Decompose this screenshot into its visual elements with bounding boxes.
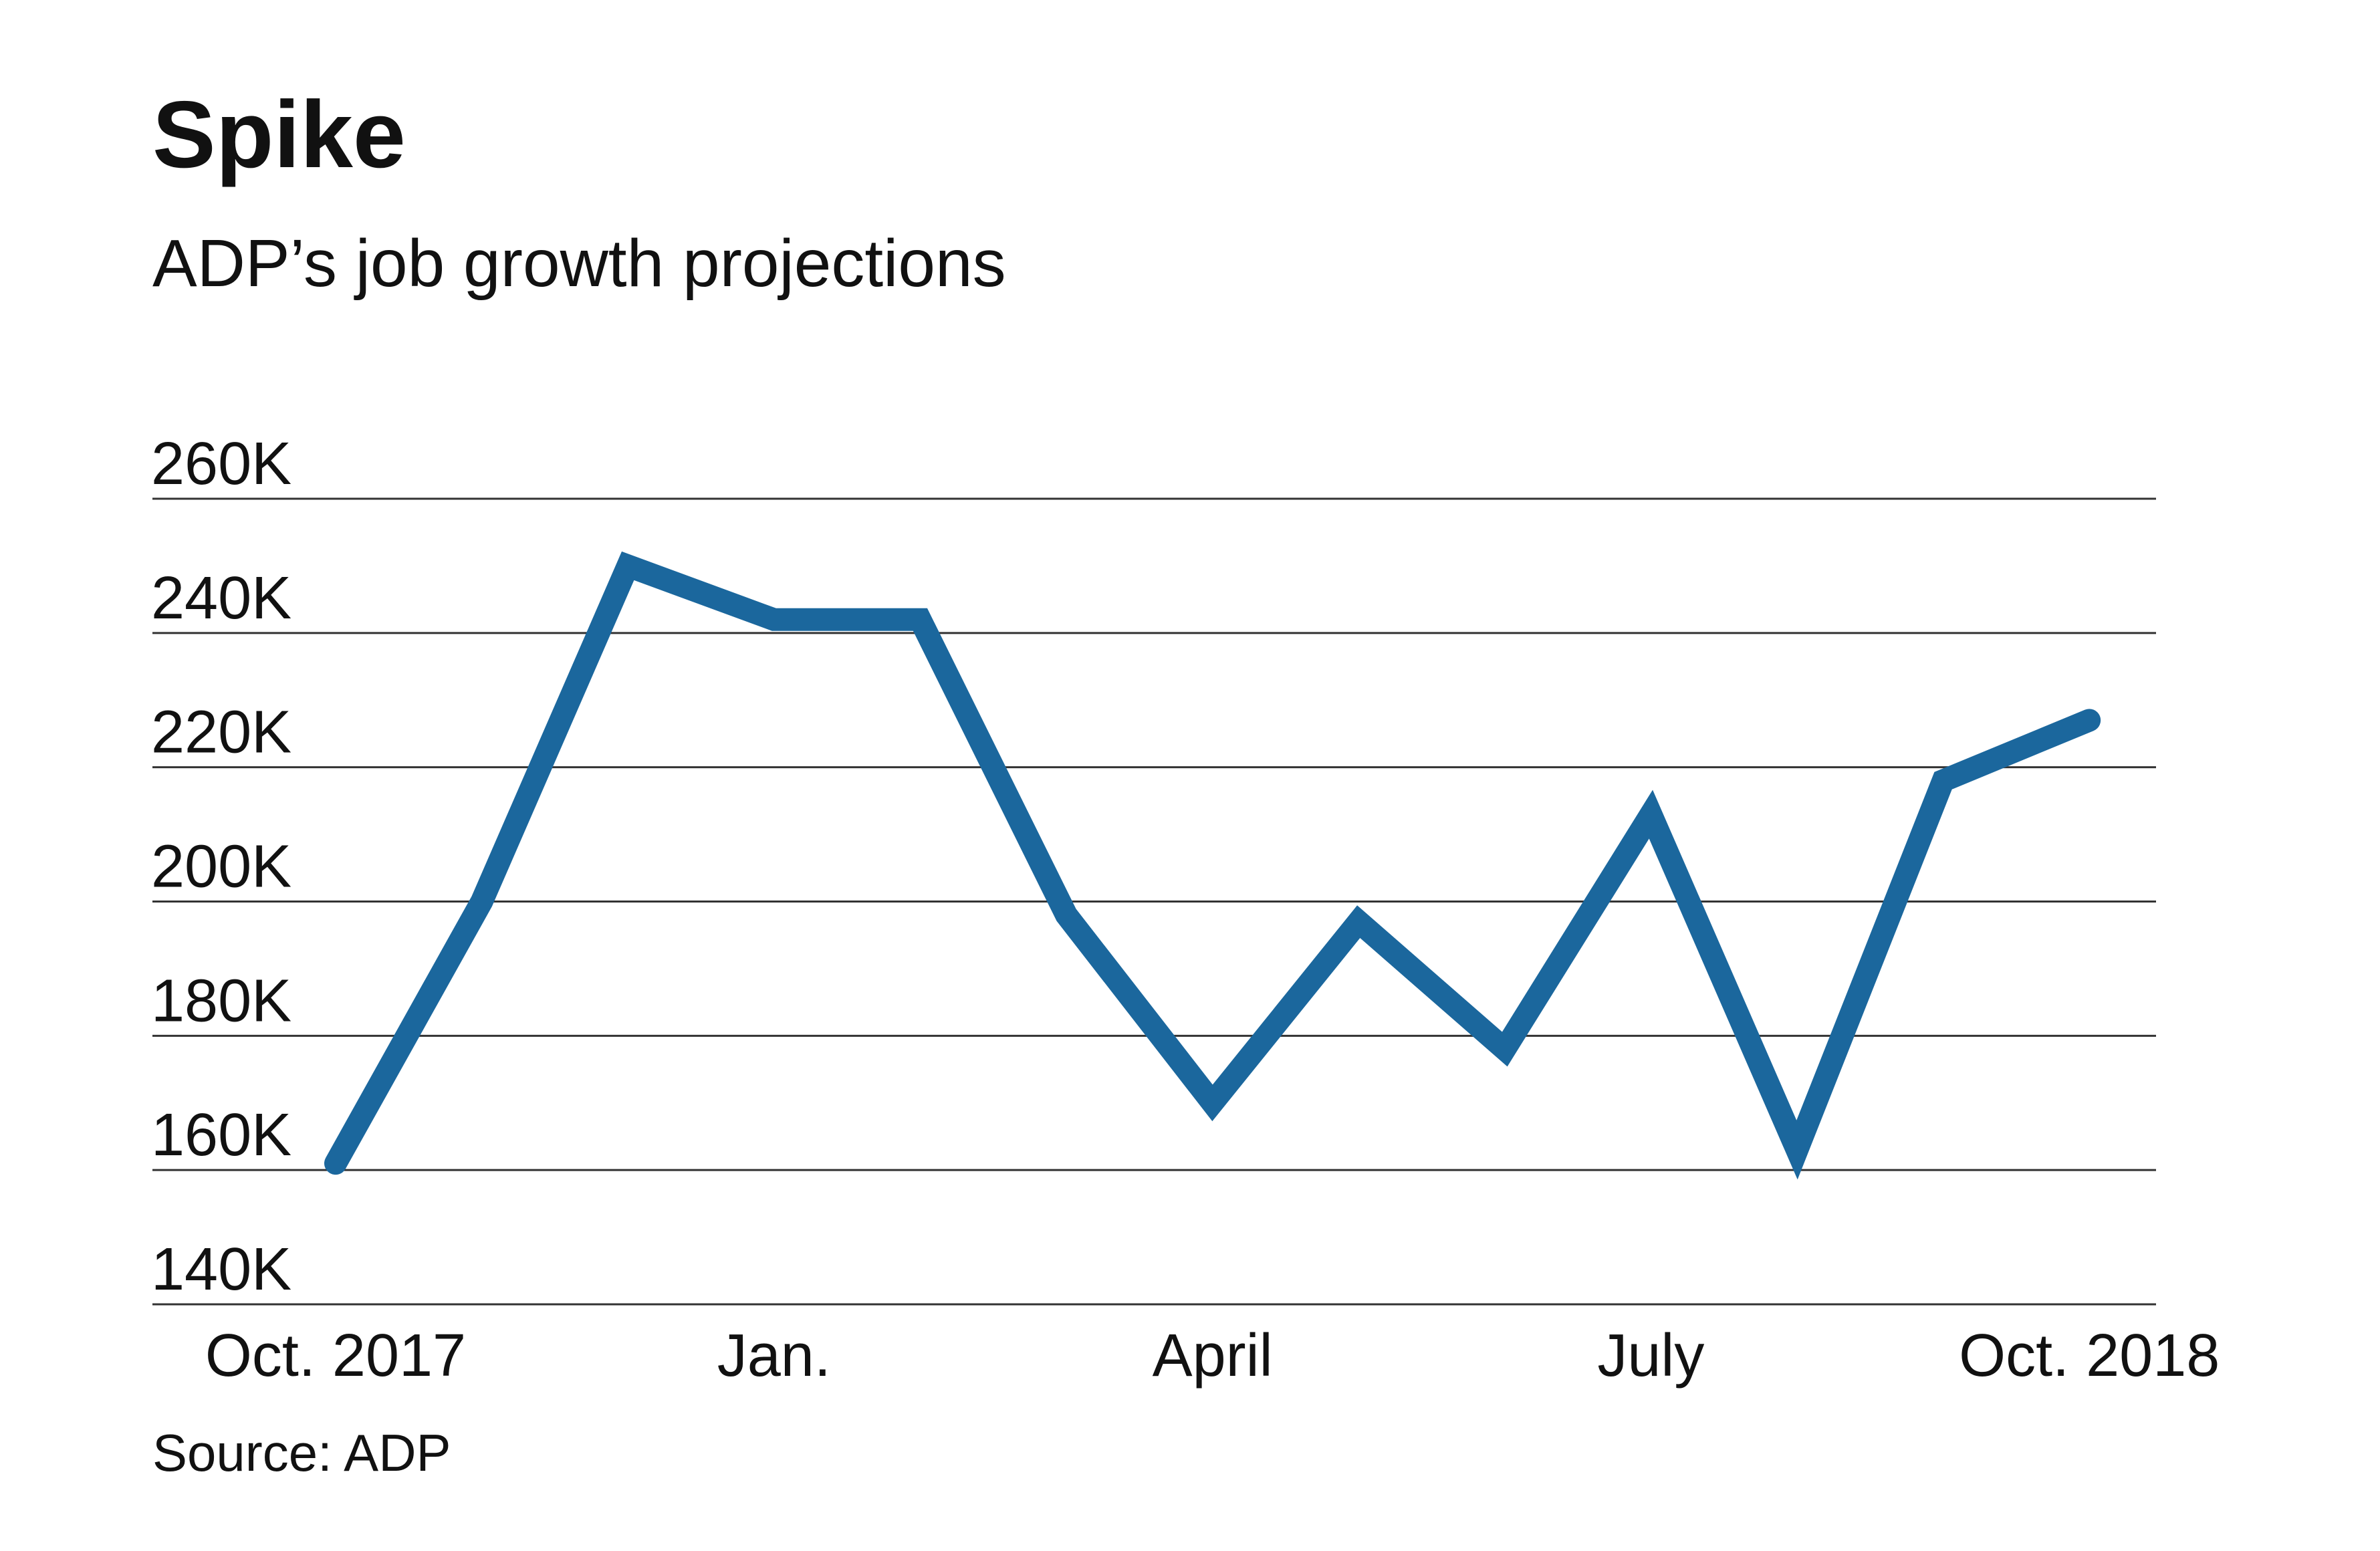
data-point <box>1796 1149 1798 1151</box>
x-tick-label: April <box>1153 1322 1273 1389</box>
data-point <box>1650 814 1651 815</box>
chart-title: Spike <box>152 82 406 188</box>
series-line <box>324 551 2101 1180</box>
data-point <box>1358 921 1359 923</box>
data-point <box>1212 1102 1213 1104</box>
data-point <box>2089 719 2090 721</box>
y-tick-label: 180K <box>151 967 291 1034</box>
data-point <box>1504 1048 1506 1050</box>
y-tick-label: 260K <box>151 431 291 497</box>
y-tick-label: 220K <box>151 699 291 766</box>
data-point <box>335 1163 336 1164</box>
data-point <box>774 619 775 620</box>
x-tick-label: Jan. <box>717 1322 831 1389</box>
y-tick-label: 200K <box>151 834 291 901</box>
y-tick-label: 240K <box>151 565 291 632</box>
x-tick-label: Oct. 2017 <box>205 1322 466 1389</box>
chart-subtitle: ADP’s job growth projections <box>152 226 1006 301</box>
source-note: Source: ADP <box>152 1423 451 1482</box>
data-point <box>919 619 921 620</box>
x-tick-label: Oct. 2018 <box>1959 1322 2220 1389</box>
y-tick-label: 140K <box>151 1236 291 1303</box>
data-point <box>627 565 628 566</box>
data-point <box>1943 780 1944 782</box>
x-tick-label: July <box>1597 1322 1704 1389</box>
y-tick-label: 160K <box>151 1102 291 1169</box>
data-point <box>1066 915 1067 916</box>
data-point <box>481 901 483 903</box>
